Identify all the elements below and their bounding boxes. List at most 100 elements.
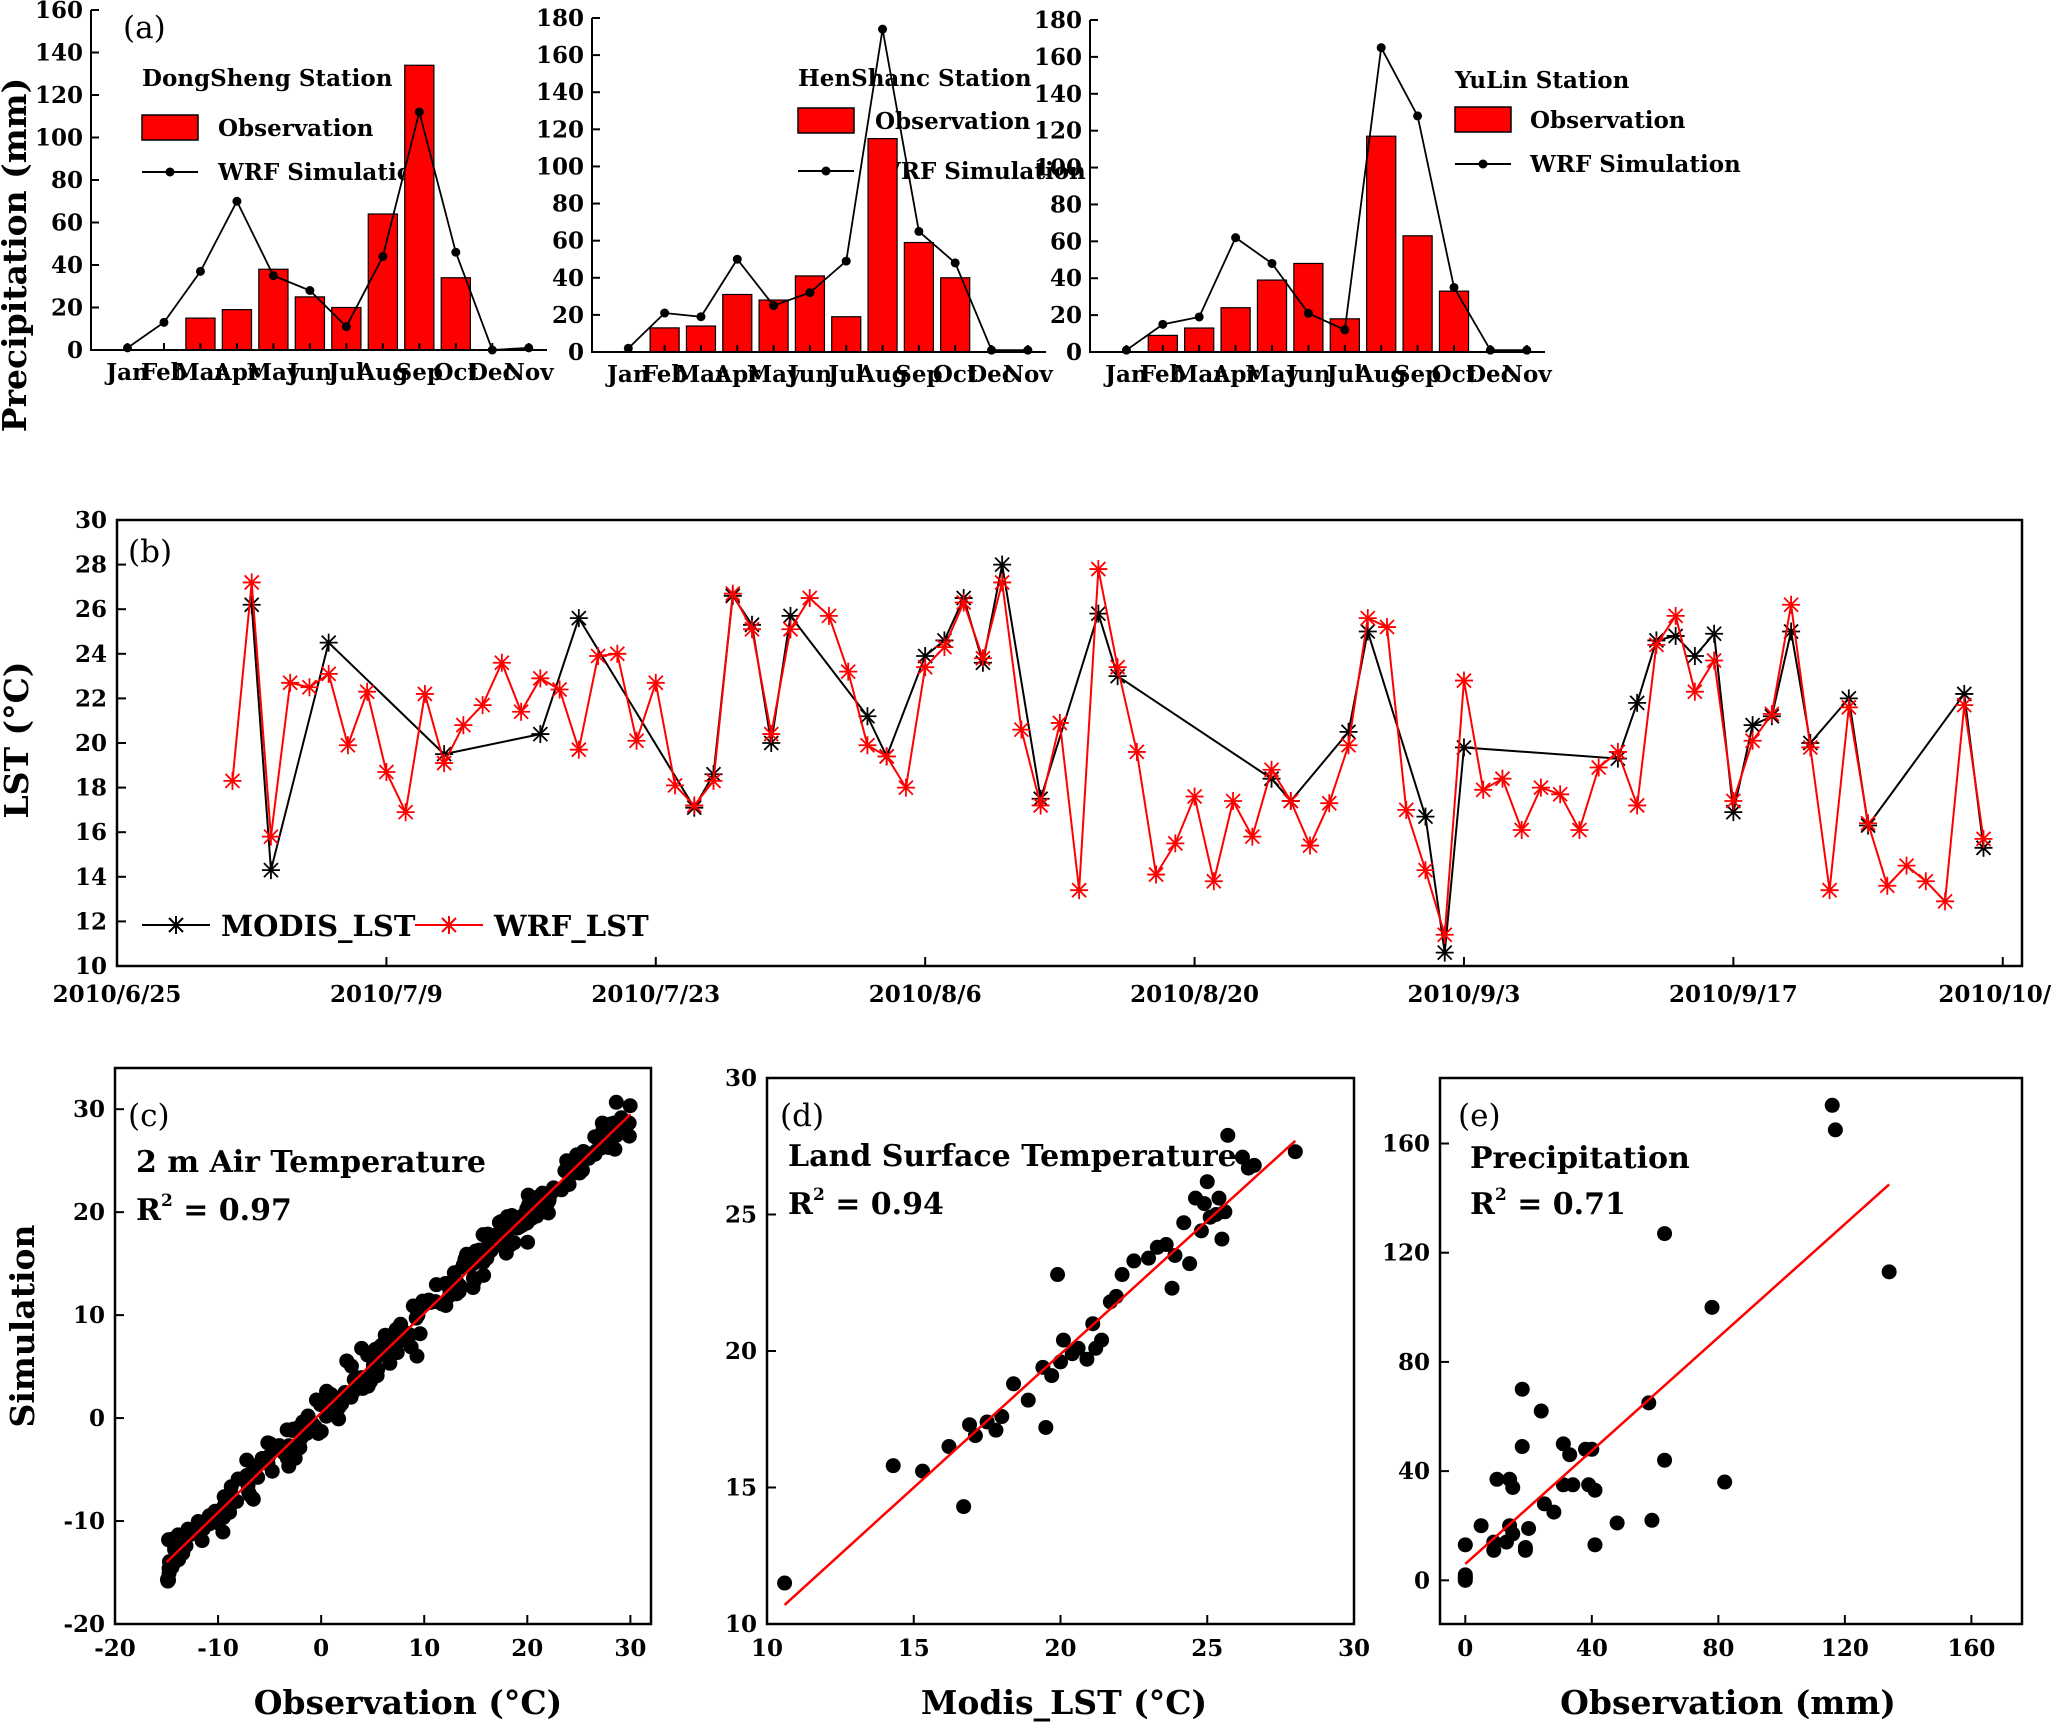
x-tick-label: Jul [826,361,865,388]
x-axis-label: Modis_LST (°C) [921,1683,1207,1722]
wrf-point [1224,791,1243,810]
modis-point [993,555,1012,574]
x-tick-label: Jan [104,359,149,386]
data-point [455,1257,471,1273]
x-tick-label: 30 [614,1635,646,1662]
wrf-point [1108,658,1127,677]
panel-c-tag: (c) [128,1098,170,1134]
data-point [1521,1520,1537,1536]
wrf-point-jul [341,322,351,332]
data-point [1717,1474,1733,1490]
wrf-point [492,653,511,672]
wrf-point [1454,671,1473,690]
wrf-point [627,731,646,750]
y-tick-label: 80 [1398,1349,1430,1376]
wrf-point [762,725,781,744]
panel-b-lst-timeseries: (b) LST (°C) MODIS_LST WRF_LST 10 12 14 16 1… [0,507,2052,1008]
wrf-point [1378,618,1396,637]
wrf-point-jun [805,288,815,298]
data-point [562,1166,578,1182]
plot-frame [113,1066,653,1626]
panel-d-title: Land Surface Temperature [788,1139,1237,1174]
data-point [1824,1097,1840,1113]
wrf-point-jun [1303,308,1313,318]
data-point [1196,1196,1212,1212]
wrf-point [589,647,608,666]
x-tick-label: 20 [1044,1635,1076,1662]
wrf-point [1570,820,1589,839]
y-tick-label: 24 [75,641,107,668]
wrf-point [1589,758,1608,777]
x-tick-label: Oct [433,359,478,386]
wrf-point [223,771,242,790]
y-tick-label: 160 [1382,1131,1430,1158]
data-point [1167,1247,1183,1263]
wrf-point-may [769,301,779,311]
x-tick-label: 2010/9/3 [1408,981,1521,1008]
wrf-point-mar [696,312,706,322]
y-tick-label: -10 [63,1508,105,1535]
station-title: YuLin Station [1454,67,1630,94]
y-tick-label: 14 [75,864,107,891]
wrf-point [1012,720,1031,739]
modis-point [858,707,877,726]
wrf-point [993,573,1012,592]
data-point [346,1383,362,1399]
x-tick-label: Oct [933,361,978,388]
wrf-point [1185,787,1204,806]
fit-line [1464,1183,1890,1565]
y-tick-label: 0 [1414,1567,1430,1594]
wrf-point [319,664,338,683]
data-point [1505,1526,1521,1542]
data-point [1562,1447,1578,1463]
wrf-point [1531,778,1550,797]
x-tick-label: Jul [326,359,365,386]
x-tick-label: Nov [1502,361,1552,388]
y-tick-label: 160 [1034,44,1082,71]
shared-y-axis-label: Simulation [3,1225,42,1428]
data-point [331,1411,347,1427]
panel-b-tag: (b) [128,534,172,570]
data-point [994,1409,1010,1425]
panel-a-henshanc: HenShanc Station Observation WRF Simulat… [536,5,1086,388]
x-tick-label: Aug [357,359,409,386]
data-point [498,1245,514,1261]
y-tick-label: 140 [536,79,584,106]
wrf-point-jun [305,286,315,295]
wrf-point [819,606,838,625]
wrf-point [1070,881,1089,900]
y-tick-label: 20 [51,295,83,322]
x-tick-label: 160 [1947,1635,1995,1662]
y-tick-label: 140 [35,40,83,67]
x-tick-label: May [747,361,801,388]
data-point [1050,1267,1066,1283]
wrf-point [973,649,992,668]
x-axis-label: Observation (°C) [254,1683,563,1722]
wrf-point-oct [950,258,960,268]
modis-point [569,609,588,628]
wrf-point [1474,780,1493,799]
data-point [1587,1537,1603,1553]
wrf-point-apr [732,254,742,264]
wrf-point [1820,881,1839,900]
wrf-point-feb [159,317,169,327]
wrf-point-may [268,271,278,281]
x-axis-label: Observation (mm) [1560,1683,1896,1722]
wrf-point [377,762,396,781]
y-tick-label: 28 [75,552,107,579]
data-point [1044,1368,1060,1384]
data-point [1587,1482,1603,1498]
station-title: DongSheng Station [142,65,393,92]
y-tick-label: 180 [1034,7,1082,34]
bar-jun [1293,262,1324,353]
x-tick-label: Oct [1432,361,1477,388]
y-tick-label: 0 [1066,339,1082,366]
y-tick-label: 30 [73,1096,105,1123]
wrf-point [877,747,896,766]
modis-point [242,595,261,614]
x-tick-label: 15 [898,1635,930,1662]
bar-oct [940,277,971,353]
wrf-point [743,620,761,639]
wrf-point-feb [660,308,670,318]
y-tick-label: 26 [75,596,107,623]
